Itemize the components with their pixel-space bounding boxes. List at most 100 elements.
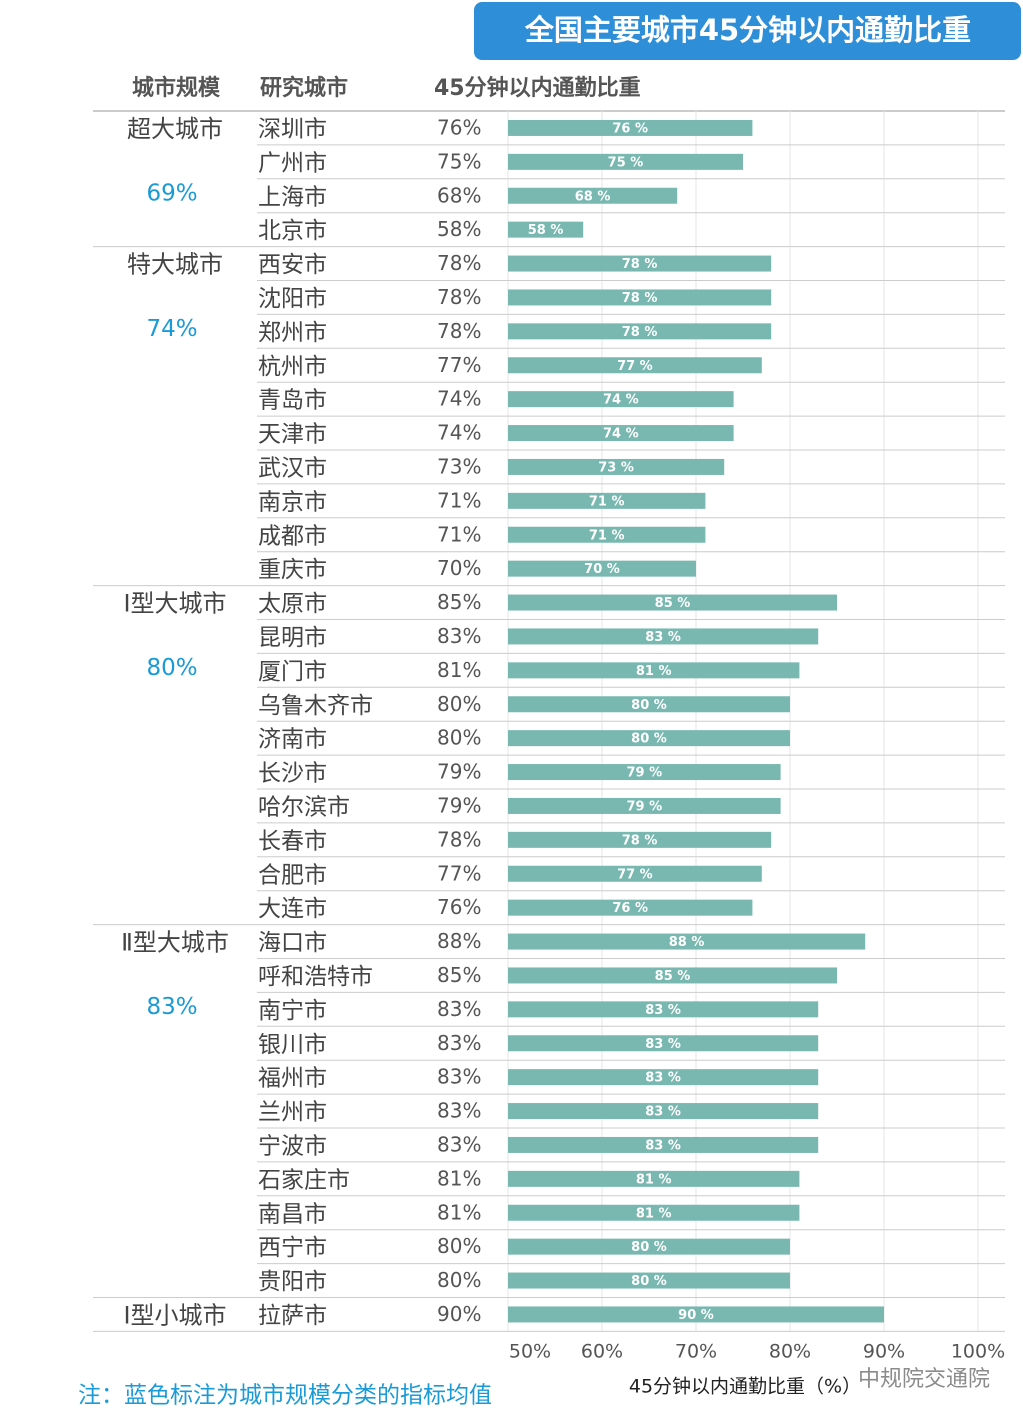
- value-label: 73 %: [598, 460, 634, 475]
- bar: [508, 221, 584, 238]
- value-label: 83 %: [645, 1037, 681, 1052]
- bar: [508, 662, 800, 679]
- city-name: 海口市: [258, 930, 327, 956]
- value-label: 78 %: [622, 325, 658, 340]
- value-label: 81 %: [636, 664, 672, 679]
- bar: [508, 899, 753, 916]
- city-name: 拉萨市: [258, 1303, 327, 1329]
- share-text: 71%: [437, 522, 481, 546]
- value-label: 79 %: [626, 766, 662, 781]
- share-text: 74%: [437, 421, 481, 445]
- share-text: 83%: [437, 1099, 481, 1123]
- value-label: 77 %: [617, 359, 653, 374]
- title-box: [474, 2, 1021, 60]
- x-axis-label: 45分钟以内通勤比重（%）: [629, 1376, 861, 1398]
- share-text: 75%: [437, 149, 481, 173]
- value-label: 83 %: [645, 630, 681, 645]
- city-name: 沈阳市: [258, 286, 327, 312]
- share-text: 81%: [437, 658, 481, 682]
- city-name: 西宁市: [258, 1235, 327, 1261]
- bar: [508, 764, 781, 781]
- share-text: 83%: [437, 1031, 481, 1055]
- value-label: 78 %: [622, 291, 658, 306]
- share-text: 68%: [437, 183, 481, 207]
- group-average: 69%: [146, 180, 197, 206]
- group-average: 74%: [146, 316, 197, 342]
- bar: [508, 357, 762, 374]
- value-label: 81 %: [636, 1206, 672, 1221]
- share-text: 81%: [437, 1166, 481, 1190]
- city-name: 天津市: [258, 422, 327, 448]
- group-name: Ⅱ型大城市: [121, 929, 229, 957]
- value-label: 70 %: [584, 562, 620, 577]
- city-name: 福州市: [258, 1066, 327, 1092]
- x-tick-label: 50%: [509, 1341, 551, 1363]
- bar: [508, 391, 734, 408]
- value-label: 80 %: [631, 1240, 667, 1255]
- city-name: 兰州市: [258, 1100, 327, 1126]
- group-average: 83%: [146, 994, 197, 1020]
- value-label: 71 %: [589, 528, 625, 543]
- share-text: 80%: [437, 1268, 481, 1292]
- value-label: 83 %: [645, 1071, 681, 1086]
- bar: [508, 153, 743, 170]
- value-label: 83 %: [645, 1105, 681, 1120]
- city-name: 乌鲁木齐市: [258, 693, 373, 719]
- city-name: 石家庄市: [258, 1167, 350, 1193]
- value-label: 78 %: [622, 257, 658, 272]
- bar: [508, 492, 706, 509]
- column-header: 城市规模: [132, 75, 221, 101]
- share-text: 58%: [437, 217, 481, 241]
- city-name: 哈尔滨市: [258, 794, 350, 820]
- bar: [508, 526, 706, 543]
- bar: [508, 1204, 800, 1221]
- share-text: 88%: [437, 929, 481, 953]
- city-name: 青岛市: [258, 388, 327, 414]
- city-name: 昆明市: [258, 625, 327, 651]
- share-text: 79%: [437, 793, 481, 817]
- value-label: 80 %: [631, 698, 667, 713]
- city-name: 宁波市: [258, 1133, 327, 1159]
- bar: [508, 1306, 884, 1323]
- bar: [508, 425, 734, 442]
- share-text: 78%: [437, 251, 481, 275]
- share-text: 80%: [437, 726, 481, 750]
- bar: [508, 119, 753, 136]
- value-label: 76 %: [612, 121, 648, 136]
- group-name: 超大城市: [127, 115, 223, 143]
- column-header: 研究城市: [260, 75, 348, 101]
- city-name: 杭州市: [258, 354, 327, 380]
- city-name: 合肥市: [258, 862, 327, 888]
- city-name: 重庆市: [258, 557, 327, 583]
- note: 注：蓝色标注为城市规模分类的指标均值: [78, 1383, 492, 1409]
- city-name: 南宁市: [258, 998, 327, 1024]
- group-average: 80%: [146, 655, 197, 681]
- x-tick-label: 60%: [581, 1341, 623, 1363]
- bar: [508, 797, 781, 814]
- bar: [508, 560, 696, 577]
- group-name: Ⅰ型小城市: [123, 1301, 226, 1329]
- bar: [508, 594, 837, 611]
- share-text: 78%: [437, 285, 481, 309]
- value-label: 83 %: [645, 1003, 681, 1018]
- share-text: 85%: [437, 590, 481, 614]
- city-name: 大连市: [258, 896, 327, 922]
- bar: [508, 730, 790, 747]
- city-name: 太原市: [258, 591, 327, 617]
- city-name: 贵阳市: [258, 1269, 327, 1295]
- city-name: 南京市: [258, 489, 327, 515]
- bar: [508, 1238, 790, 1255]
- value-label: 74 %: [603, 427, 639, 442]
- share-text: 80%: [437, 692, 481, 716]
- city-name: 北京市: [258, 218, 327, 244]
- bar: [508, 628, 819, 645]
- watermark: 中规院交通院: [858, 1367, 990, 1392]
- bar: [508, 865, 762, 882]
- share-text: 73%: [437, 454, 481, 478]
- bar: [508, 1035, 819, 1052]
- share-text: 83%: [437, 624, 481, 648]
- value-label: 80 %: [631, 732, 667, 747]
- share-text: 78%: [437, 319, 481, 343]
- value-label: 74 %: [603, 393, 639, 408]
